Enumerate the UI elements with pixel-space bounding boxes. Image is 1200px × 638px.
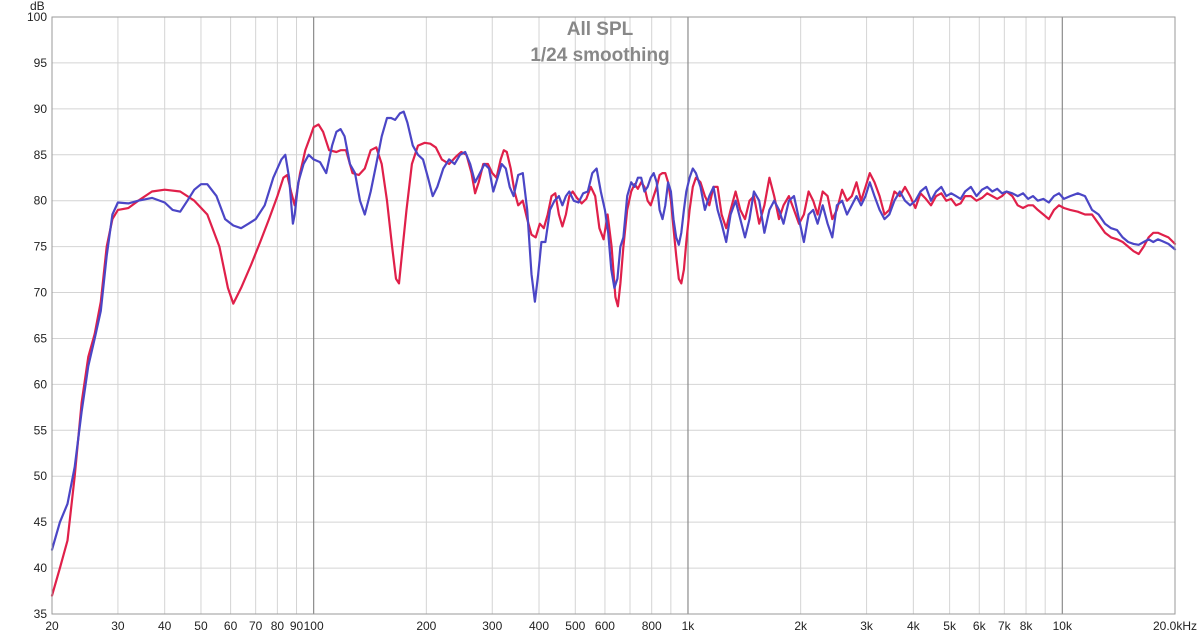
x-tick-label: 90 bbox=[290, 619, 304, 633]
x-axis-ticks: 20 30 40 50 60 70 80 90 100 200 300 400 500 600 800 1k 2… bbox=[45, 619, 1197, 633]
chart-title: All SPL bbox=[567, 19, 634, 40]
x-tick-label: 20 bbox=[45, 619, 59, 633]
y-tick-label: 60 bbox=[34, 377, 48, 391]
x-tick-label: 2k bbox=[794, 619, 808, 633]
x-tick-label: 400 bbox=[529, 619, 549, 633]
y-tick-label: 75 bbox=[34, 240, 48, 254]
y-tick-label: 35 bbox=[34, 607, 48, 621]
y-tick-label: 65 bbox=[34, 331, 48, 345]
x-tick-label: 50 bbox=[194, 619, 208, 633]
x-tick-label: 200 bbox=[416, 619, 436, 633]
y-tick-label: 50 bbox=[34, 469, 48, 483]
x-tick-label: 80 bbox=[271, 619, 285, 633]
series-line-1 bbox=[50, 123, 1177, 597]
x-tick-label: 500 bbox=[565, 619, 585, 633]
x-tick-label: 60 bbox=[224, 619, 238, 633]
x-tick-label: 40 bbox=[158, 619, 172, 633]
x-tick-label: 70 bbox=[249, 619, 263, 633]
y-tick-label: 55 bbox=[34, 423, 48, 437]
y-tick-label: 90 bbox=[34, 102, 48, 116]
y-tick-label: 40 bbox=[34, 561, 48, 575]
y-tick-label: 100 bbox=[27, 10, 47, 24]
y-tick-label: 80 bbox=[34, 194, 48, 208]
plot-frame bbox=[51, 16, 1176, 615]
y-tick-label: 95 bbox=[34, 56, 48, 70]
x-tick-label: 10k bbox=[1053, 619, 1073, 633]
x-tick-label: 600 bbox=[595, 619, 615, 633]
x-tick-label: 1k bbox=[682, 619, 696, 633]
x-tick-label: 8k bbox=[1020, 619, 1034, 633]
x-tick-label: 5k bbox=[943, 619, 957, 633]
x-tick-label: 4k bbox=[907, 619, 921, 633]
y-tick-label: 85 bbox=[34, 148, 48, 162]
y-axis-label: dB bbox=[30, 0, 45, 13]
y-axis-ticks: 35 40 45 50 55 60 65 70 75 80 85 90 95 100 bbox=[27, 10, 47, 621]
series-line-2 bbox=[50, 110, 1177, 551]
x-tick-label: 3k bbox=[860, 619, 874, 633]
y-tick-label: 45 bbox=[34, 515, 48, 529]
y-tick-label: 70 bbox=[34, 286, 48, 300]
x-tick-label: 300 bbox=[482, 619, 502, 633]
x-tick-label: 800 bbox=[642, 619, 662, 633]
x-tick-label: 6k bbox=[973, 619, 987, 633]
plot-background bbox=[52, 17, 1175, 614]
chart-subtitle: 1/24 smoothing bbox=[530, 45, 669, 66]
x-tick-label: 100 bbox=[304, 619, 324, 633]
series-lines bbox=[50, 110, 1177, 597]
x-tick-label: 7k bbox=[998, 619, 1012, 633]
x-tick-label: 20.0kHz bbox=[1153, 619, 1197, 633]
x-tick-label: 30 bbox=[111, 619, 125, 633]
